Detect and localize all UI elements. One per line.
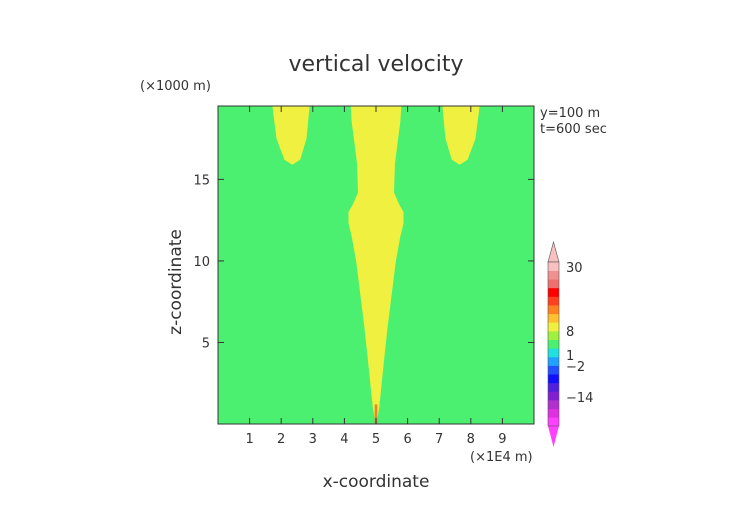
colorbar-segment	[548, 270, 559, 280]
colorbar-segment	[548, 331, 559, 340]
colorbar-segment	[548, 356, 559, 366]
x-tick-label: 7	[435, 432, 443, 447]
colorbar-label: 1	[566, 349, 574, 364]
colorbar-label: 30	[566, 261, 583, 276]
x-tick-label: 4	[340, 432, 348, 447]
colorbar-segment	[548, 262, 559, 271]
colorbar-segment	[548, 348, 559, 358]
x-tick-label: 5	[372, 432, 380, 447]
colorbar-segment	[548, 365, 559, 375]
colorbar-arrow-top	[547, 240, 560, 263]
colorbar-segment	[548, 279, 559, 289]
colorbar-segment	[548, 339, 559, 349]
contour-region-left-lobe	[272, 106, 310, 165]
colorbar-label: 8	[566, 325, 574, 340]
colorbar-segment	[548, 296, 559, 306]
colorbar-segment	[548, 374, 559, 384]
x-tick-label: 8	[467, 432, 475, 447]
colorbar: 30 8 1−2 −14	[547, 240, 593, 447]
x-axis: 1 2 3 4 5 6 7 8 9	[245, 106, 507, 447]
contour-regions	[272, 106, 480, 424]
x-tick-label: 3	[309, 432, 317, 447]
contour-region-right-lobe	[442, 106, 480, 165]
y-tick-label: 15	[193, 173, 210, 188]
y-tick-label: 5	[202, 336, 210, 351]
colorbar-label: −2	[566, 360, 585, 375]
colorbar-arrow-bottom	[548, 426, 559, 447]
colorbar-segment	[548, 322, 559, 332]
y-tick-label: 10	[193, 255, 210, 270]
x-tick-label: 2	[277, 432, 285, 447]
colorbar-segment	[548, 400, 559, 410]
y-unit-label: (×1000 m)	[140, 79, 211, 94]
colorbar-segment	[548, 408, 559, 418]
colorbar-label: −14	[566, 391, 593, 406]
x-tick-label: 6	[403, 432, 411, 447]
y-axis: 5 10 15	[193, 173, 534, 351]
colorbar-segment	[548, 417, 559, 427]
x-tick-label: 1	[245, 432, 253, 447]
colorbar-segment	[548, 382, 559, 392]
y-axis-label: z-coordinate	[166, 229, 186, 335]
x-unit-label: (×1E4 m)	[470, 450, 533, 465]
annotation-t: t=600 sec	[540, 122, 607, 137]
colorbar-segment	[548, 305, 559, 315]
x-tick-label: 9	[498, 432, 506, 447]
colorbar-frame	[547, 261, 560, 427]
colorbar-segment	[548, 391, 559, 401]
annotation-y: y=100 m	[540, 106, 600, 121]
contour-region-surface-jet	[374, 404, 378, 424]
x-axis-label: x-coordinate	[323, 472, 430, 492]
colorbar-segment	[548, 313, 559, 323]
colorbar-segment	[548, 287, 559, 297]
chart-title: vertical velocity	[288, 52, 463, 77]
contour-region-central-plume	[348, 106, 404, 423]
